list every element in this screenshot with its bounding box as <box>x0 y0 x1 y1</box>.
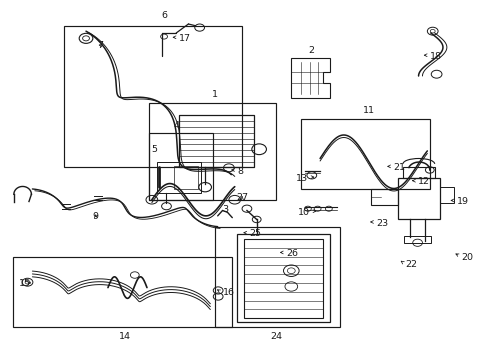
Text: 8: 8 <box>237 167 243 176</box>
Bar <box>149 103 276 200</box>
Bar <box>149 134 212 200</box>
Bar <box>244 239 322 318</box>
Text: 7: 7 <box>97 41 103 50</box>
Text: 18: 18 <box>429 52 441 61</box>
Text: 16: 16 <box>222 288 234 297</box>
Bar <box>370 189 397 205</box>
Text: 23: 23 <box>375 219 387 228</box>
Text: 10: 10 <box>298 208 310 217</box>
Bar <box>13 257 232 327</box>
Text: 12: 12 <box>417 177 429 186</box>
Text: 22: 22 <box>405 260 417 269</box>
Text: 1: 1 <box>212 90 218 99</box>
Text: 27: 27 <box>236 193 247 202</box>
Text: 3: 3 <box>222 205 227 214</box>
Text: 15: 15 <box>19 279 31 288</box>
Bar <box>237 234 329 321</box>
Text: 25: 25 <box>249 229 261 238</box>
Text: 24: 24 <box>270 332 282 341</box>
Bar <box>215 226 339 327</box>
Bar <box>300 119 429 189</box>
Text: 5: 5 <box>151 145 157 154</box>
Bar <box>173 166 198 189</box>
Text: 4: 4 <box>173 121 179 130</box>
Text: 17: 17 <box>178 34 190 43</box>
Bar <box>397 178 439 220</box>
Bar <box>439 187 453 203</box>
Text: 20: 20 <box>461 253 472 262</box>
Text: 14: 14 <box>119 332 131 341</box>
Text: 6: 6 <box>161 12 167 21</box>
Text: 11: 11 <box>362 107 374 116</box>
Bar <box>402 167 434 178</box>
Text: 13: 13 <box>295 174 307 183</box>
Text: 9: 9 <box>93 212 99 221</box>
Bar <box>403 235 430 243</box>
Text: 26: 26 <box>285 249 297 258</box>
Text: 19: 19 <box>456 197 468 206</box>
Text: 21: 21 <box>392 163 405 172</box>
Bar <box>64 26 242 167</box>
Bar <box>157 162 200 193</box>
Text: 2: 2 <box>307 46 313 55</box>
Bar <box>178 116 254 167</box>
